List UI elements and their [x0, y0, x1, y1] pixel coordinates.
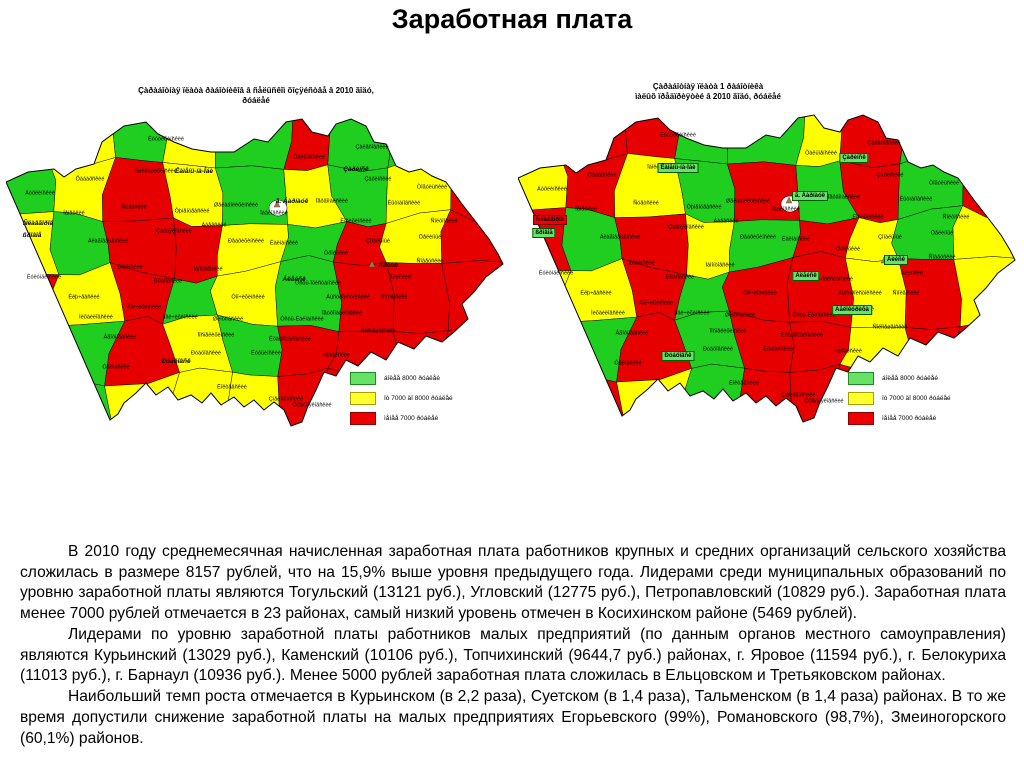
region-outline — [6, 118, 504, 427]
district-shape — [839, 115, 906, 168]
district-shape — [6, 374, 54, 426]
legend-label: áîëåå 8000 ðóáëåé — [384, 375, 441, 382]
district-shape — [789, 363, 845, 422]
region-outline — [518, 114, 1016, 423]
legend-item: áîëåå 8000 ðóáëåé — [350, 372, 510, 385]
district-shape — [949, 115, 1015, 161]
legend-swatch-R — [848, 412, 874, 425]
map-left-title-line2: ðóáëåé — [242, 96, 270, 105]
paragraph-agriculture: В 2010 году среднемесячная начисленная з… — [20, 543, 1006, 623]
district-shape — [333, 261, 395, 332]
legend-swatch-G — [848, 372, 874, 385]
map-right-title: Çàðàáîòíàÿ ïëàòà 1 ðàáîòíèêà ìàëûõ ïðåäï… — [518, 82, 1018, 108]
district-shape — [6, 273, 60, 327]
district-shape — [787, 251, 854, 328]
body-text: В 2010 году среднемесячная начисленная з… — [20, 542, 1006, 749]
district-shape — [440, 209, 503, 264]
paragraph-small-business: Лидерами по уровню заработной платы рабо… — [20, 625, 1006, 685]
map-right-legend: áîëåå 8000 ðóáëåé îò 7000 äî 8000 ðóáëåé ì… — [848, 372, 1008, 432]
page-title: Заработная плата — [391, 4, 633, 34]
legend-swatch-R — [350, 412, 376, 425]
legend-label: îò 7000 äî 8000 ðóáëåé — [882, 395, 951, 402]
legend-swatch-G — [350, 372, 376, 385]
district-shape — [277, 367, 333, 426]
map-right-small-business: Çàðàáîòíàÿ ïëàòà 1 ðàáîòíèêà ìàëûõ ïðåäï… — [518, 82, 1018, 432]
legend-item: ìåíåå 7000 ðóáëåé — [848, 412, 1008, 425]
map-left-legend: áîëåå 8000 ðóáëåé îò 7000 äî 8000 ðóáëåé ì… — [350, 372, 510, 432]
district-shape — [6, 119, 55, 170]
legend-swatch-Y — [848, 392, 874, 405]
legend-label: áîëåå 8000 ðóáëåé — [882, 375, 939, 382]
district-shape — [518, 310, 565, 381]
district-shape — [561, 207, 623, 272]
legend-swatch-Y — [350, 392, 376, 405]
district-shape — [49, 211, 111, 276]
district-shape — [952, 205, 1015, 260]
barnaul-city-area — [780, 195, 800, 213]
district-shape — [727, 161, 800, 222]
district-shape — [845, 257, 907, 328]
map-right-title-line2: ìàëûõ ïðåäïðèÿòèé â 2010 ãîäó, ðóáëåé — [635, 92, 781, 101]
legend-item: ìåíåå 7000 ðóáëåé — [350, 412, 510, 425]
legend-item: îò 7000 äî 8000 ðóáëåé — [848, 392, 1008, 405]
legend-item: îò 7000 äî 8000 ðóáëåé — [350, 392, 510, 405]
district-shape — [386, 262, 450, 334]
legend-item: áîëåå 8000 ðóáëåé — [848, 372, 1008, 385]
choropleth-map-left — [6, 118, 504, 427]
district-shape — [437, 119, 503, 165]
barnaul-city-area — [268, 199, 288, 217]
map-right-title-line1: Çàðàáîòíàÿ ïëàòà 1 ðàáîòíèêà — [652, 82, 764, 91]
district-shape — [727, 115, 806, 166]
district-shape — [899, 115, 959, 165]
district-shape — [215, 119, 294, 170]
district-shape — [614, 153, 686, 218]
map-left-agriculture: Çàðàáîòíàÿ ïëàòà ðàáîòíèêîâ â ñåëüñêîì õ… — [6, 86, 506, 436]
map-left-title: Çàðàáîòíàÿ ïëàòà ðàáîòíèêîâ â ñåëüñêîì õ… — [6, 86, 506, 112]
district-shape — [441, 260, 503, 331]
city-marker-icon — [368, 260, 376, 268]
city-marker-icon — [785, 196, 793, 204]
district-shape — [387, 119, 447, 169]
district-shape — [215, 165, 288, 226]
legend-label: ìåíåå 7000 ðóáëåé — [882, 415, 937, 422]
legend-label: ìåíåå 7000 ðóáëåé — [384, 415, 439, 422]
district-shape — [953, 256, 1015, 327]
city-marker-icon — [273, 200, 281, 208]
district-shape — [518, 115, 567, 166]
district-shape — [275, 255, 342, 332]
district-shape — [685, 213, 735, 280]
district-shape — [102, 157, 174, 222]
district-shape — [327, 119, 394, 172]
district-shape — [898, 258, 962, 330]
legend-label: îò 7000 äî 8000 ðóáëåé — [384, 395, 453, 402]
district-shape — [518, 370, 566, 422]
district-shape — [6, 314, 53, 385]
paragraph-growth-rates: Наибольший темп роста отмечается в Курьи… — [20, 688, 1006, 747]
district-shape — [518, 269, 572, 323]
map-left-title-line1: Çàðàáîòíàÿ ïëàòà ðàáîòíèêîâ â ñåëüñêîì õ… — [138, 86, 374, 95]
district-shape — [173, 217, 223, 284]
